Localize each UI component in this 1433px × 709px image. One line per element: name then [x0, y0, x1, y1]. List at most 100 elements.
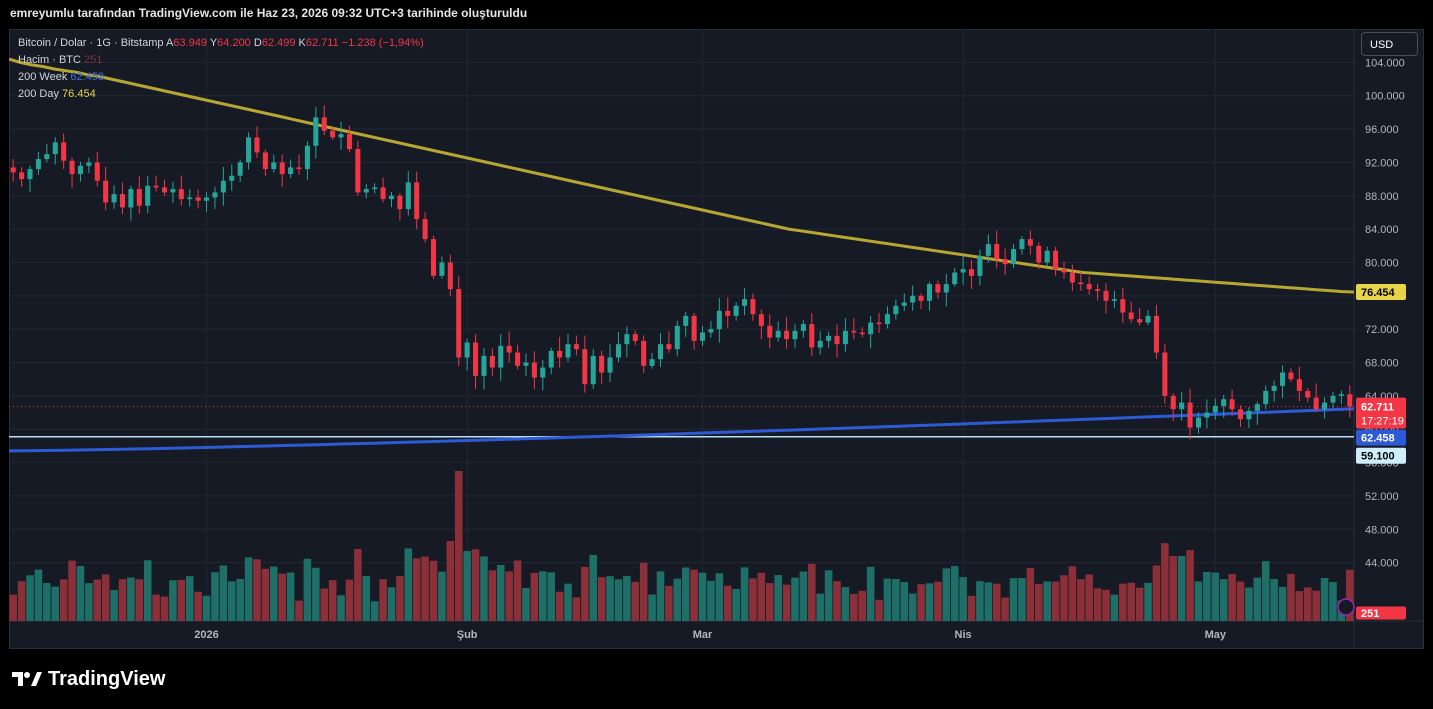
volume-bar	[765, 583, 774, 621]
volume-bar	[547, 572, 555, 621]
volume-bar	[1228, 574, 1236, 621]
volume-bar	[505, 571, 513, 621]
candle-body	[304, 145, 310, 170]
candle-body	[94, 162, 100, 181]
candle-body	[246, 137, 252, 163]
candle-body	[262, 152, 268, 170]
candle-body	[842, 330, 848, 345]
candle-body	[666, 344, 672, 350]
candle-body	[1271, 385, 1277, 391]
volume-bar	[421, 556, 429, 621]
candle-body	[935, 284, 941, 293]
volume-bar	[917, 584, 925, 621]
volume-bar	[1236, 581, 1245, 621]
candle-body	[313, 117, 319, 146]
volume-bar	[143, 560, 152, 621]
candle-body	[1246, 410, 1252, 420]
volume-bar	[1253, 577, 1262, 621]
volume-bar	[976, 581, 984, 621]
volume-bar	[581, 566, 589, 621]
volume-bar	[253, 559, 261, 621]
candle-body	[649, 359, 655, 366]
volume-bar	[1034, 583, 1043, 621]
candlestick-chart[interactable]: 104.000 100.000 96.000 92.000 88.000 84.000 80…	[9, 29, 1424, 649]
volume-bar	[337, 595, 345, 621]
candle-body	[229, 175, 235, 181]
volume-bar	[1312, 590, 1320, 621]
candle-body	[61, 142, 67, 161]
volume-bar	[1287, 573, 1295, 621]
candle-body	[1195, 417, 1202, 428]
volume-bar	[1119, 583, 1127, 621]
volume-bar	[328, 580, 337, 621]
candle-body	[1305, 390, 1311, 398]
candle-body	[1322, 402, 1328, 410]
grid-layer	[9, 29, 1424, 649]
volume-bar	[177, 579, 186, 621]
volume-bar	[833, 581, 841, 621]
volume-bar	[1261, 561, 1270, 621]
candle-body	[237, 162, 243, 176]
candle-body	[657, 344, 664, 360]
candle-body	[859, 332, 865, 335]
volume-bar	[681, 567, 690, 621]
volume-bar	[1152, 565, 1161, 621]
candle-body	[27, 169, 33, 180]
candle-body	[540, 367, 546, 378]
candle-body	[876, 322, 882, 325]
candle-body	[481, 355, 487, 376]
candle-body	[86, 162, 92, 166]
candle-body	[775, 330, 781, 338]
candle-body	[901, 302, 907, 306]
candle-body	[170, 189, 176, 193]
volume-bar	[808, 563, 816, 621]
candle-body	[111, 194, 117, 203]
y-tick-label: 84.000	[1365, 224, 1399, 236]
candle-body	[742, 299, 748, 306]
volume-bar	[1219, 579, 1228, 621]
candle-body	[195, 197, 201, 201]
candle-body	[372, 187, 378, 190]
volume-bar	[51, 586, 60, 621]
candle-body	[943, 284, 949, 293]
volume-bar	[782, 584, 791, 621]
volume-bar	[732, 588, 740, 621]
volume-bar	[261, 568, 270, 621]
candle-body	[439, 262, 445, 276]
candle-body	[153, 185, 159, 188]
chart-panel[interactable]	[9, 29, 1424, 649]
volume-bar	[1060, 575, 1068, 621]
volume-bar	[1329, 582, 1337, 621]
candle-body	[1086, 284, 1092, 290]
y-tick-label: 104.000	[1365, 57, 1405, 69]
volume-bar	[1211, 572, 1220, 621]
volume-bar	[513, 560, 522, 621]
currency-button[interactable]: USD	[1361, 32, 1418, 56]
volume-bar	[967, 595, 976, 621]
candle-body	[758, 314, 764, 326]
x-tick-label: 2026	[194, 629, 218, 641]
candle-body	[809, 324, 815, 348]
tradingview-logo[interactable]: TradingView	[12, 667, 165, 691]
candle-body	[69, 160, 75, 175]
volume-bar	[522, 587, 530, 621]
axis-labels: 104.000 100.000 96.000 92.000 88.000 84.000 80…	[194, 57, 1406, 641]
volume-bar	[320, 588, 329, 621]
candle-body	[44, 154, 50, 160]
candle-body	[725, 310, 731, 316]
volume-bar	[656, 571, 665, 621]
lightning-icon[interactable]	[1337, 598, 1355, 616]
volume-bar	[1203, 571, 1211, 621]
volume-bar	[690, 569, 698, 621]
candle-body	[77, 165, 83, 175]
candle-body	[489, 355, 495, 368]
candle-body	[607, 357, 613, 373]
volume-bar	[648, 594, 656, 621]
volume-bar	[564, 583, 572, 621]
candle-body	[338, 134, 344, 138]
volume-bar	[908, 593, 917, 621]
volume-bar	[110, 590, 118, 621]
volume-bar	[1245, 587, 1253, 621]
volume-bar	[362, 575, 371, 621]
candle-body	[674, 325, 680, 350]
